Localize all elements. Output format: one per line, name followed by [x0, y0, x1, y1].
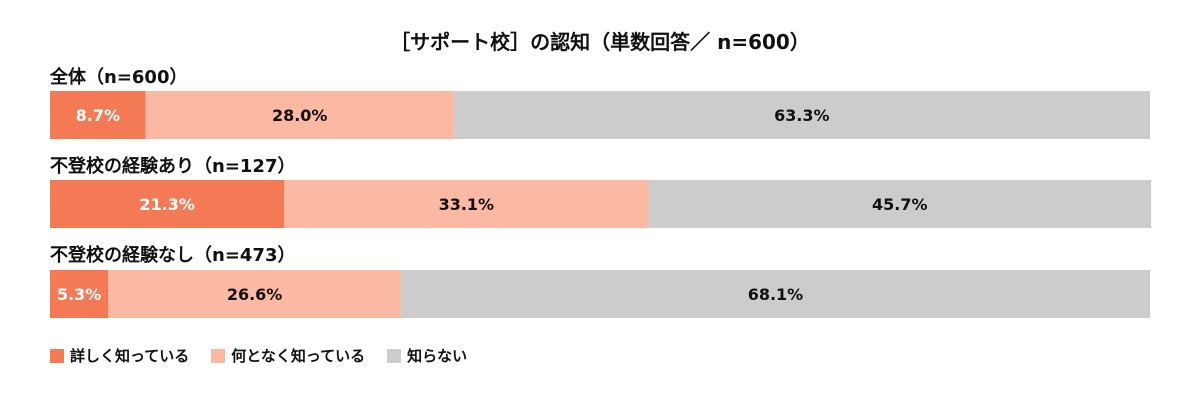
bar-segment — [145, 91, 454, 139]
bar-segment — [400, 270, 1150, 318]
data-label: 5.3% — [57, 285, 101, 304]
bar-segment — [284, 180, 649, 228]
data-label: 8.7% — [76, 106, 120, 125]
group-label: 全体（n=600） — [49, 66, 187, 88]
data-label: 68.1% — [748, 285, 804, 304]
bar-segment — [50, 270, 109, 318]
legend-swatch — [50, 348, 64, 363]
legend-label: 何となく知っている — [231, 347, 366, 365]
legend-swatch — [211, 348, 226, 363]
group-label: 不登校の経験なし（n=473） — [50, 244, 295, 266]
group-label: 不登校の経験あり（n=127） — [50, 155, 295, 177]
legend-item: 詳しく知っている — [50, 345, 189, 366]
legend-item: 知らない — [387, 345, 467, 366]
data-label: 28.0% — [272, 106, 328, 125]
bar-segment — [648, 180, 1152, 228]
bar-segment — [453, 91, 1150, 139]
bar-segment — [50, 91, 146, 139]
legend-label: 詳しく知っている — [70, 347, 190, 365]
legend-swatch — [387, 348, 402, 363]
bar-segment — [50, 180, 285, 228]
bar-segment — [108, 270, 401, 318]
data-label: 33.1% — [439, 195, 495, 214]
data-label: 26.6% — [227, 285, 283, 304]
legend-label: 知らない — [407, 347, 468, 365]
legend-item: 何となく知っている — [211, 345, 365, 366]
data-label: 45.7% — [872, 195, 928, 214]
chart-title: ［サポート校］の認知（単数回答／ n=600） — [390, 30, 810, 54]
data-label: 21.3% — [139, 195, 195, 214]
data-label: 63.3% — [774, 106, 830, 125]
legend: 詳しく知っている 何となく知っている 知らない — [50, 345, 489, 366]
